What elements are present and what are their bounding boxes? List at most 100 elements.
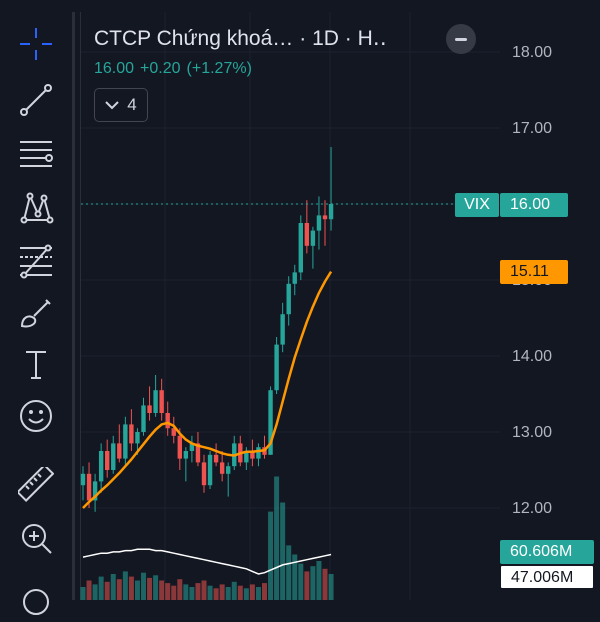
- volume-bar: [262, 583, 267, 600]
- candle-body: [322, 215, 328, 220]
- volume-bar: [219, 584, 225, 600]
- volume-bar: [122, 571, 128, 600]
- volume-bar: [116, 579, 122, 600]
- candle-body: [105, 451, 110, 470]
- volume-bar: [165, 583, 171, 600]
- toolbar-divider: [72, 12, 75, 600]
- candle-body: [274, 344, 279, 391]
- volume-bar: [177, 579, 183, 600]
- price-axis-label: 13.00: [512, 424, 553, 441]
- price-axis-label: 18.00: [512, 44, 553, 61]
- symbol-title: CTCP Chứng khoá…: [94, 27, 294, 50]
- interval-label: · 1D · H‥: [299, 27, 387, 50]
- ruler-icon[interactable]: [16, 465, 56, 505]
- volume-ma-line: [82, 548, 332, 575]
- volume-bar: [304, 571, 310, 600]
- volume-bar: [298, 563, 304, 600]
- pattern-icon[interactable]: [16, 188, 56, 228]
- brush-icon[interactable]: [16, 294, 56, 334]
- volume-bar: [310, 566, 316, 600]
- volume-bar: [147, 577, 153, 600]
- candle-body: [310, 230, 316, 246]
- volume-bar: [268, 511, 274, 600]
- candle-body: [304, 223, 310, 246]
- crosshair-icon[interactable]: [16, 24, 56, 64]
- indicators-count: 4: [127, 95, 137, 114]
- volume-bar: [128, 576, 134, 600]
- candle-body: [268, 390, 273, 455]
- emoji-icon[interactable]: [16, 396, 56, 436]
- candle-body: [286, 283, 291, 315]
- volume-tag: 60.606M: [500, 540, 594, 564]
- volume-bar: [98, 576, 104, 600]
- candle-body: [183, 451, 189, 459]
- candle-body: [159, 390, 164, 413]
- zoom-in-icon[interactable]: [16, 518, 56, 558]
- trend-line-icon[interactable]: [16, 80, 56, 120]
- candle-body: [129, 424, 134, 444]
- horizontal-lines-icon[interactable]: [16, 134, 56, 174]
- price-chart[interactable]: [0, 0, 600, 600]
- volume-bar: [274, 476, 280, 600]
- candle-body: [86, 473, 92, 501]
- volume-bar: [243, 588, 249, 600]
- candle-body: [189, 443, 195, 451]
- moving-average-line: [82, 270, 333, 509]
- candle-body: [177, 435, 182, 459]
- price-axis-label: 17.00: [512, 120, 553, 137]
- candle-body: [195, 443, 201, 463]
- volume-bar: [316, 561, 322, 600]
- price-axis-label: 14.00: [512, 348, 553, 365]
- price-legend: 16.00 +0.20 (+1.27%): [94, 60, 258, 78]
- chart-pane[interactable]: [80, 12, 501, 600]
- volume-ma-tag: 47.006M: [500, 565, 594, 589]
- text-icon[interactable]: [16, 344, 56, 384]
- symbol-tag: VIX: [455, 193, 499, 217]
- volume-bar: [207, 585, 213, 600]
- volume-bar: [92, 584, 98, 600]
- symbol-legend[interactable]: CTCP Chứng khoá… · 1D · H‥: [94, 26, 387, 51]
- candle-body: [92, 481, 98, 501]
- candle-body: [292, 272, 297, 284]
- candle-body: [226, 466, 231, 474]
- volume-bar: [86, 580, 92, 600]
- last-price-tag: 16.00: [500, 193, 568, 217]
- volume-bar: [255, 587, 261, 600]
- volume-bar: [189, 587, 195, 600]
- volume-bar: [195, 583, 201, 600]
- volume-bar: [153, 575, 159, 600]
- volume-bar: [231, 581, 237, 600]
- collapse-legend-button[interactable]: [446, 24, 476, 54]
- candle-body: [117, 443, 122, 459]
- moving-average-tag: 15.11: [500, 260, 568, 284]
- volume-bar: [322, 568, 328, 600]
- candle-body: [280, 314, 285, 345]
- candle-body: [213, 454, 219, 463]
- price-change: +0.20: [140, 60, 181, 77]
- volume-bar: [134, 580, 140, 600]
- candle-body: [201, 462, 207, 486]
- last-price: 16.00: [94, 60, 135, 77]
- candle-body: [147, 405, 152, 413]
- volume-bar: [280, 502, 286, 600]
- candle-body: [141, 405, 146, 432]
- minus-icon: [455, 37, 467, 41]
- candle-body: [153, 390, 158, 413]
- candle-body: [171, 428, 176, 436]
- indicators-toggle-button[interactable]: 4: [94, 88, 148, 122]
- candle-body: [298, 223, 303, 273]
- volume-bar: [213, 588, 219, 600]
- candle-body: [80, 473, 86, 486]
- candle-body: [316, 215, 322, 231]
- candle-body: [207, 454, 213, 486]
- candle-body: [111, 443, 116, 470]
- volume-bar: [110, 574, 116, 600]
- price-change-percent: (+1.27%): [186, 60, 252, 77]
- price-axis-label: 12.00: [512, 500, 553, 517]
- chevron-down-icon: [105, 101, 119, 110]
- volume-bar: [225, 587, 231, 600]
- fibonacci-icon[interactable]: [16, 242, 56, 282]
- candle-body: [256, 447, 261, 459]
- candle-body: [250, 451, 255, 459]
- volume-bar: [159, 580, 165, 600]
